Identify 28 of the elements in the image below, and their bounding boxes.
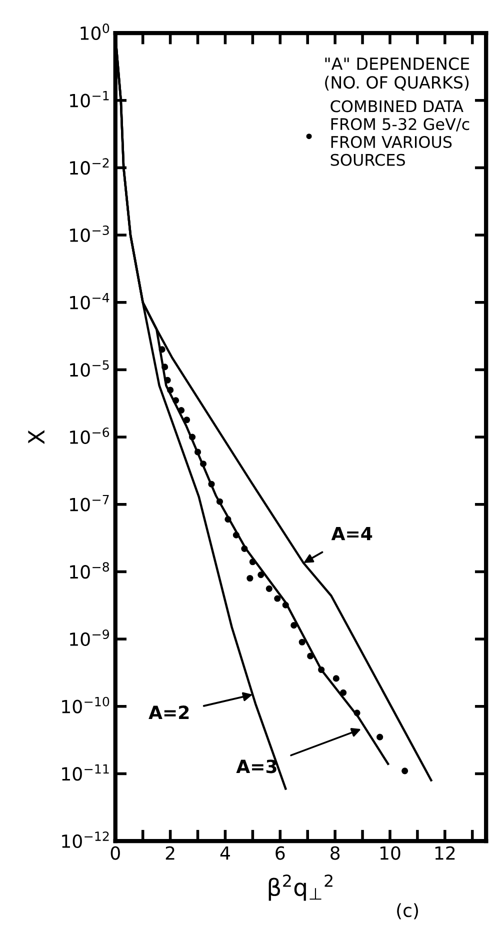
y-tick-label: 10$^{−8}$ [70,562,110,579]
y-tick-label: 10$^{−5}$ [70,360,109,377]
text: (c) [397,903,418,920]
y-tick-label: 10$^{−1}$ [70,91,109,108]
x-tick-label: 4 [220,846,230,860]
y-tick-label: 10$^{−3}$ [70,226,109,242]
y-tick-label: 10$^{−12}$ [62,831,109,848]
annotation: A=2 [148,706,189,719]
y-tick-label: 10$^{−2}$ [70,158,109,175]
y-tick-label: 10$^{0}$ [80,24,110,40]
y-tick-label: 10$^{−9}$ [70,629,109,646]
x-tick-label: 10 [380,846,400,860]
x-tick-label: 2 [166,846,174,860]
y-tick-label: 10$^{−11}$ [62,764,109,781]
x-axis-title: β$^{2}$q$_{⊥}$$^{2}$ [268,874,332,901]
y-tick-label: 10$^{−6}$ [70,427,110,444]
x-tick-label: 0 [110,846,120,860]
annotation: A=4 [331,526,372,540]
annotation: A=3 [236,760,276,774]
legend-title: "A" DEPENDENCE (NO. OF QUARKS) [325,57,470,91]
y-axis-title: X [28,430,44,444]
x-tick-label: 6 [276,846,285,860]
y-tick-label: 10$^{−7}$ [70,495,109,512]
y-tick-label: 10$^{−10}$ [62,696,110,714]
y-tick-label: 10$^{−4}$ [70,293,110,310]
x-tick-label: 12 [435,846,455,860]
x-tick-label: 8 [330,846,340,860]
legend-label: COMBINED DATA FROM 5-32 GeV/c FROM VARIOUS SOURCES [330,100,470,166]
